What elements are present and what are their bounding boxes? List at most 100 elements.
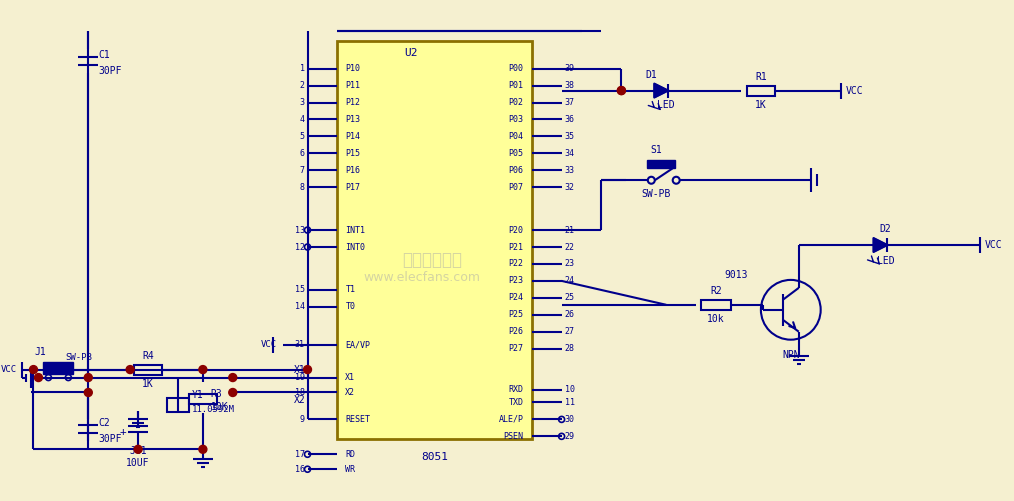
Text: 25: 25 [565,293,575,302]
Text: 26: 26 [565,310,575,319]
Text: 32: 32 [565,183,575,192]
Text: 18: 18 [294,388,304,397]
Text: 19: 19 [294,373,304,382]
Text: 21: 21 [565,225,575,234]
Text: 30PF: 30PF [98,66,122,76]
Text: D1: D1 [645,70,657,80]
Bar [338,41,531,439]
Circle shape [229,374,236,382]
Text: P25: P25 [509,310,524,319]
Text: C2: C2 [98,418,110,428]
Text: R1: R1 [755,72,767,82]
Text: D2: D2 [879,224,891,234]
Text: P14: P14 [346,132,360,141]
Text: 17: 17 [294,450,304,459]
Text: T1: T1 [346,286,355,295]
Text: P13: P13 [346,115,360,124]
Text: SW-PB: SW-PB [65,353,91,362]
Text: NPN: NPN [782,350,800,360]
Text: X1: X1 [294,365,305,375]
Text: R4: R4 [142,351,154,361]
Text: 10K: 10K [211,402,228,412]
Text: VCC: VCC [261,340,277,349]
Circle shape [126,366,134,374]
Text: X2: X2 [294,395,305,405]
Circle shape [199,366,207,374]
Text: 28: 28 [565,344,575,353]
Text: P27: P27 [509,344,524,353]
Text: 24: 24 [565,277,575,286]
Circle shape [34,374,43,382]
Text: P17: P17 [346,183,360,192]
Text: 36: 36 [565,115,575,124]
Text: WR: WR [346,465,355,474]
Bar [747,86,775,96]
Text: LED: LED [657,100,675,110]
Text: 11: 11 [565,398,575,407]
Text: P02: P02 [509,98,524,107]
Text: 35: 35 [565,132,575,141]
Bar [189,394,217,404]
Text: 10UF: 10UF [127,458,150,468]
Bar [134,365,162,375]
Text: 31: 31 [294,340,304,349]
Text: Y1: Y1 [192,390,204,400]
Text: 22: 22 [565,242,575,252]
Text: J1: J1 [34,347,47,357]
Circle shape [618,87,626,95]
Text: 9013: 9013 [724,270,747,280]
Text: 1K: 1K [755,100,767,110]
Text: P01: P01 [509,81,524,90]
Text: +: + [120,427,127,437]
Circle shape [29,366,38,374]
Text: P05: P05 [509,149,524,158]
Text: www.elecfans.com: www.elecfans.com [364,272,481,285]
Text: VCC: VCC [986,240,1003,250]
Text: 14: 14 [294,302,304,311]
Text: S1: S1 [650,145,662,155]
Text: 5: 5 [299,132,304,141]
Text: SW-PB: SW-PB [642,189,671,199]
Text: T0: T0 [346,302,355,311]
Text: P10: P10 [346,64,360,73]
Text: 33: 33 [565,166,575,175]
Polygon shape [654,84,668,98]
Text: P07: P07 [509,183,524,192]
Text: X1: X1 [346,373,355,382]
Text: P16: P16 [346,166,360,175]
Text: P23: P23 [509,277,524,286]
Text: P06: P06 [509,166,524,175]
Text: TXD: TXD [509,398,524,407]
Bar [701,300,731,310]
Text: 30PF: 30PF [98,434,122,444]
Circle shape [199,445,207,453]
Text: 12: 12 [294,242,304,252]
Circle shape [134,445,142,453]
Text: 1: 1 [299,64,304,73]
Text: RESET: RESET [346,415,370,424]
Text: 4: 4 [299,115,304,124]
Text: VCC: VCC [0,365,16,374]
Circle shape [84,388,92,396]
Text: C1: C1 [98,50,110,60]
Text: EA/VP: EA/VP [346,340,370,349]
Text: P20: P20 [509,225,524,234]
Text: P03: P03 [509,115,524,124]
Text: RXD: RXD [509,385,524,394]
Text: INT0: INT0 [346,242,365,252]
Text: 23: 23 [565,260,575,269]
Text: 10: 10 [565,385,575,394]
Text: U2: U2 [405,48,418,58]
Text: P04: P04 [509,132,524,141]
Circle shape [84,374,92,382]
Text: 38: 38 [565,81,575,90]
Text: 10k: 10k [707,314,725,324]
Text: 13: 13 [294,225,304,234]
Text: P15: P15 [346,149,360,158]
Text: 3: 3 [299,98,304,107]
Text: ALE/P: ALE/P [499,415,524,424]
Text: 15: 15 [294,286,304,295]
Circle shape [303,366,311,374]
Text: P21: P21 [509,242,524,252]
Bar [44,362,73,374]
